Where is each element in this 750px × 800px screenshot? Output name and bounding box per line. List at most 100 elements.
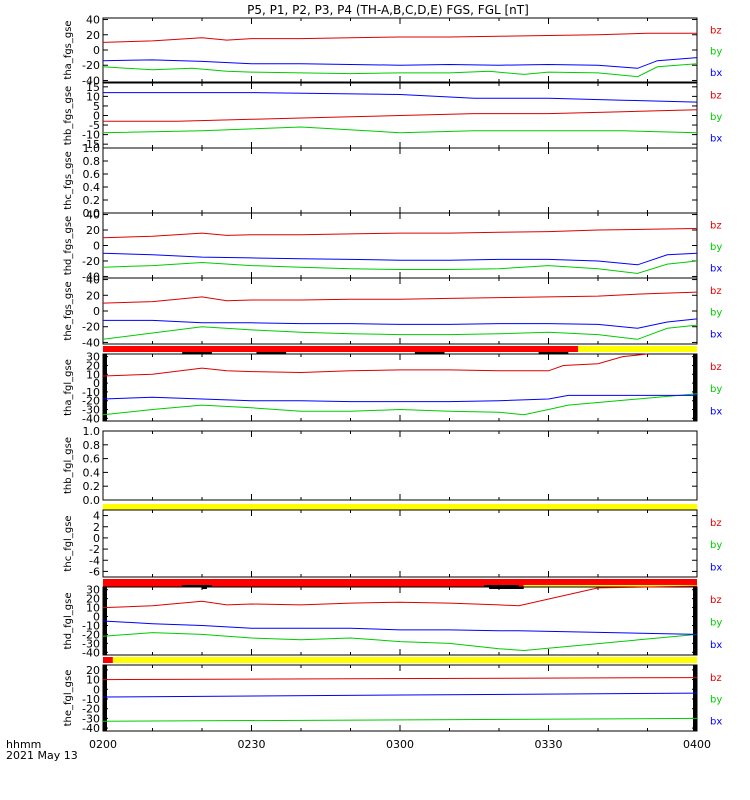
legend-bz: bz xyxy=(710,221,722,232)
ytick-label: -20 xyxy=(82,395,100,408)
legend-bx: bx xyxy=(710,716,722,727)
xtick-label: 0200 xyxy=(89,738,117,751)
ytick-label: 10 xyxy=(86,90,100,103)
ytick-label: 20 xyxy=(86,289,100,302)
plot-title: P5, P1, P2, P3, P4 (TH-A,B,C,D,E) FGS, F… xyxy=(247,3,529,17)
ytick-label: -4 xyxy=(89,554,100,567)
xtick-label: 0400 xyxy=(683,738,711,751)
panel-thc_fgl_gse: 420-2-4-6 thc_fgl_gse bz by bx xyxy=(63,509,722,589)
ytick-label: 10 xyxy=(86,368,100,381)
ytick-label: -40 xyxy=(82,74,100,87)
ytick-label: -40 xyxy=(82,412,100,425)
series-line-bx xyxy=(102,692,698,698)
legend-bx: bx xyxy=(710,264,722,275)
status-bar-yellow xyxy=(112,657,697,663)
status-bar-black xyxy=(182,352,212,354)
status-bar-black xyxy=(489,587,524,589)
ytick-label: 0 xyxy=(93,110,100,123)
ytick-label: 0 xyxy=(93,611,100,624)
legend-by: by xyxy=(710,47,722,58)
ytick-label: -10 xyxy=(82,619,100,632)
panel-thb_fgl_gse: 1.00.80.60.40.20.0 thb_fgl_gse xyxy=(63,425,698,510)
data-gap-block xyxy=(693,665,697,731)
legend-bz: bz xyxy=(710,518,722,529)
ytick-label: -30 xyxy=(82,712,100,725)
series-line-bx xyxy=(102,620,698,635)
panel-ylabel: tha_fgl_gse xyxy=(63,359,74,416)
ytick-label: 4 xyxy=(93,510,100,523)
ytick-label: 1.0 xyxy=(83,425,101,438)
series-line-by xyxy=(102,324,698,340)
series-line-by xyxy=(102,393,698,416)
ytick-label: -5 xyxy=(89,119,100,132)
status-bar-red xyxy=(103,657,113,663)
series-line-bx xyxy=(102,252,698,266)
panel-ylabel: thb_fgs_gse xyxy=(63,86,74,145)
status-bar-black xyxy=(202,587,207,589)
ytick-label: -10 xyxy=(82,693,100,706)
ytick-label: 30 xyxy=(86,351,100,364)
ytick-label: 10 xyxy=(86,602,100,615)
panel-frame xyxy=(102,509,698,578)
panel-ylabel: thc_fgs_gse xyxy=(63,151,74,210)
series-line-bx xyxy=(102,57,698,69)
panel-ylabel: tha_fgs_gse xyxy=(63,20,74,79)
legend-bx: bx xyxy=(710,68,722,79)
ytick-label: 0 xyxy=(93,240,100,253)
status-bar-black xyxy=(538,352,569,354)
legend-bx: bx xyxy=(710,640,722,651)
data-gap-block xyxy=(103,665,107,731)
legend-bx: bx xyxy=(710,329,722,340)
panel-ylabel: the_fgs_gse xyxy=(63,281,74,340)
ytick-label: 20 xyxy=(86,224,100,237)
series-line-bz xyxy=(102,291,698,304)
series-line-bz xyxy=(103,109,698,122)
ytick-label: 0 xyxy=(93,683,100,696)
legend-bz: bz xyxy=(710,286,722,297)
ytick-label: 10 xyxy=(86,674,100,687)
ytick-label: 0 xyxy=(93,44,100,57)
series-line-by xyxy=(102,63,698,78)
legend-bx: bx xyxy=(710,562,722,573)
footer-axis-unit: hhmm xyxy=(6,738,41,751)
ytick-label: 0.2 xyxy=(83,194,101,207)
ytick-label: -20 xyxy=(82,703,100,716)
legend-by: by xyxy=(710,242,722,253)
panel-ylabel: the_fgl_gse xyxy=(63,670,74,727)
ytick-label: 0.0 xyxy=(83,494,101,507)
ytick-label: 0.4 xyxy=(83,466,101,479)
data-gap-block xyxy=(693,354,697,421)
legend-by: by xyxy=(710,618,722,629)
series-line-by xyxy=(102,260,698,274)
ytick-label: -20 xyxy=(82,59,100,72)
ytick-label: 0.6 xyxy=(83,168,101,181)
legend-by: by xyxy=(710,540,722,551)
panel-ylabel: thc_fgl_gse xyxy=(63,515,74,571)
panel-frame xyxy=(102,586,698,656)
status-bar-black xyxy=(484,585,519,587)
panel-the_fgs_gse: 40 20 0 -20 -40 the_fgs_gse bz by bx xyxy=(63,274,722,350)
ytick-label: 0.8 xyxy=(83,155,101,168)
series-line-bx xyxy=(103,92,698,103)
series-line-bz xyxy=(102,677,698,681)
ytick-label: 20 xyxy=(86,593,100,606)
ytick-label: -6 xyxy=(89,565,100,578)
series-line-bx xyxy=(103,318,698,329)
ytick-label: 5 xyxy=(93,100,100,113)
panel-frame xyxy=(102,430,698,501)
ytick-label: 20 xyxy=(86,359,100,372)
ytick-label: 0 xyxy=(93,305,100,318)
ytick-label: -15 xyxy=(82,138,100,151)
status-bar-yellow xyxy=(578,346,697,352)
ytick-label: -20 xyxy=(82,321,100,334)
series-line-by xyxy=(102,717,698,722)
ytick-label: -20 xyxy=(82,628,100,641)
legend-by: by xyxy=(710,308,722,319)
series-line-by xyxy=(102,126,698,134)
panel-frame xyxy=(102,17,698,83)
ytick-label: -10 xyxy=(82,386,100,399)
ytick-label: -40 xyxy=(82,270,100,283)
legend-bx: bx xyxy=(710,134,722,145)
